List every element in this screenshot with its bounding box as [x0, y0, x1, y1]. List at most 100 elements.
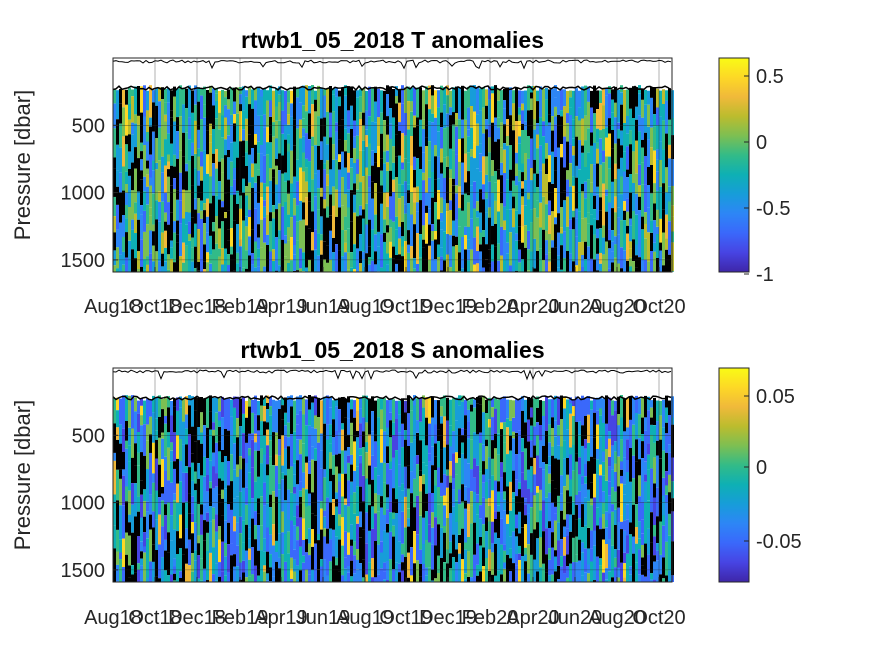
heatmap-cell	[149, 471, 152, 495]
heatmap-cell	[359, 112, 362, 119]
heatmap-cell	[584, 448, 587, 464]
heatmap-cell	[524, 180, 527, 195]
heatmap-cell	[287, 446, 290, 469]
heatmap-cell	[509, 481, 512, 511]
heatmap-cell	[296, 181, 299, 206]
heatmap-cell	[200, 218, 203, 243]
heatmap-cell	[149, 215, 152, 231]
heatmap-cell	[146, 264, 149, 272]
heatmap-cell	[446, 518, 449, 550]
heatmap-cell	[629, 266, 632, 272]
heatmap-cell	[590, 164, 593, 183]
heatmap-cell	[326, 575, 329, 582]
heatmap-cell	[311, 97, 314, 105]
heatmap-cell	[665, 433, 668, 446]
heatmap-cell	[329, 539, 332, 562]
heatmap-cell	[527, 110, 530, 137]
heatmap-cell	[479, 251, 482, 272]
heatmap-cell	[611, 130, 614, 149]
heatmap-cell	[215, 397, 218, 413]
heatmap-cell	[197, 543, 200, 556]
heatmap-cell	[260, 153, 263, 183]
heatmap-cell	[641, 417, 644, 434]
heatmap-cell	[635, 119, 638, 141]
heatmap-cell	[566, 474, 569, 491]
heatmap-cell	[266, 403, 269, 410]
heatmap-cell	[269, 251, 272, 272]
heatmap-cell	[455, 245, 458, 272]
heatmap-cell	[338, 139, 341, 155]
heatmap-cell	[503, 229, 506, 260]
heatmap-cell	[173, 178, 176, 189]
heatmap-cell	[296, 414, 299, 425]
heatmap-cell	[620, 483, 623, 516]
heatmap-cell	[422, 90, 425, 120]
heatmap-cell	[470, 85, 473, 107]
heatmap-cell	[338, 539, 341, 572]
heatmap-cell	[395, 229, 398, 255]
heatmap-cell	[347, 447, 350, 456]
heatmap-cell	[497, 481, 500, 492]
heatmap-cell	[299, 138, 302, 155]
colorbar	[718, 367, 750, 583]
heatmap-cell	[383, 232, 386, 242]
heatmap-cell	[524, 399, 527, 423]
heatmap-cell	[137, 563, 140, 570]
heatmap-cell	[635, 173, 638, 194]
heatmap-cell	[443, 416, 446, 441]
heatmap-cell	[617, 521, 620, 550]
heatmap-cell	[293, 176, 296, 199]
heatmap-cell	[326, 174, 329, 186]
heatmap-cell	[455, 562, 458, 582]
heatmap-cell	[287, 90, 290, 103]
heatmap-cell	[419, 234, 422, 258]
heatmap-cell	[497, 169, 500, 180]
heatmap-cell	[302, 518, 305, 540]
heatmap-cell	[143, 552, 146, 582]
heatmap-cell	[254, 88, 257, 101]
heatmap-cell	[317, 169, 320, 189]
heatmap-cell	[431, 113, 434, 123]
heatmap-cell	[260, 395, 263, 406]
heatmap-cell	[353, 136, 356, 149]
heatmap-cell	[335, 399, 338, 407]
heatmap-cell	[269, 440, 272, 457]
heatmap-cell	[410, 136, 413, 166]
heatmap-cell	[608, 571, 611, 582]
heatmap-cell	[335, 96, 338, 123]
heatmap-cell	[581, 476, 584, 485]
heatmap-cell	[368, 505, 371, 531]
heatmap-cell	[629, 501, 632, 523]
heatmap-cell	[350, 422, 353, 455]
heatmap-cell	[449, 90, 452, 108]
heatmap-cell	[608, 240, 611, 249]
heatmap-cell	[440, 423, 443, 450]
heatmap-cell	[650, 407, 653, 418]
heatmap-cell	[302, 414, 305, 444]
heatmap-cell	[203, 210, 206, 224]
heatmap-cell	[596, 90, 599, 109]
heatmap-cell	[236, 464, 239, 477]
heatmap-cell	[584, 181, 587, 199]
heatmap-cell	[368, 188, 371, 220]
heatmap-cell	[416, 455, 419, 464]
heatmap-cell	[518, 399, 521, 431]
heatmap-cell	[326, 395, 329, 425]
heatmap-cell	[407, 518, 410, 527]
heatmap-cell	[275, 138, 278, 159]
heatmap-cell	[563, 573, 566, 582]
heatmap-cell	[356, 90, 359, 98]
heatmap-cell	[221, 221, 224, 249]
heatmap-cell	[440, 270, 443, 272]
heatmap-cell	[530, 466, 533, 476]
heatmap-cell	[425, 104, 428, 138]
heatmap-cell	[113, 168, 116, 197]
heatmap-cell	[608, 229, 611, 241]
heatmap-cell	[497, 243, 500, 261]
heatmap-cell	[662, 183, 665, 210]
heatmap-cell	[365, 452, 368, 479]
heatmap-cell	[593, 437, 596, 459]
heatmap-cell	[518, 90, 521, 108]
heatmap-cell	[464, 90, 467, 120]
heatmap-cell	[596, 194, 599, 221]
